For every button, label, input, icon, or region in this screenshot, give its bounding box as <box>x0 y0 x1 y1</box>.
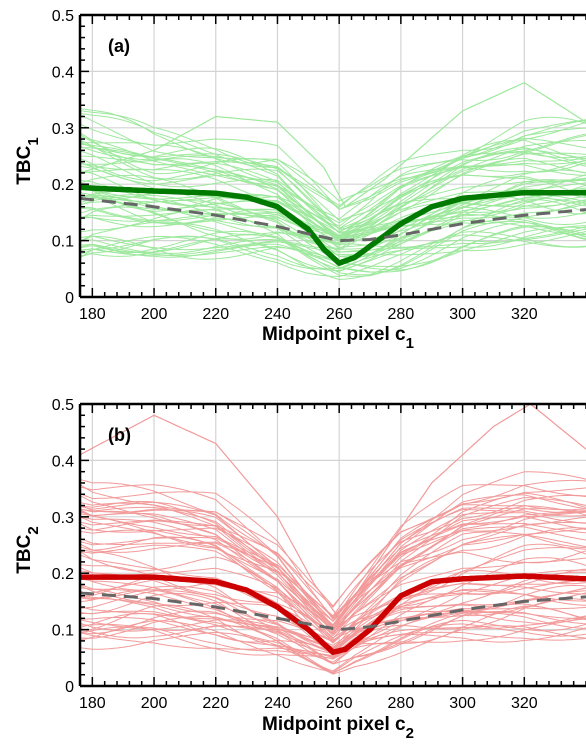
individual-curve <box>80 139 586 222</box>
y-tick-label: 0.2 <box>52 566 74 583</box>
outlier-curve <box>80 404 586 620</box>
reference-dashed-line <box>80 196 586 243</box>
x-tick-label: 300 <box>449 306 476 323</box>
individual-curve <box>80 592 586 646</box>
individual-curve <box>80 484 586 607</box>
y-tick-label: 0.3 <box>52 510 74 527</box>
individual-curve <box>80 623 586 659</box>
mean-curve <box>80 184 586 266</box>
individual-curve <box>80 495 586 617</box>
individual-curve <box>80 510 586 618</box>
individual-curve <box>80 588 586 665</box>
y-tick-label: 0.4 <box>52 64 74 81</box>
y-tick-label: 0.5 <box>52 397 74 414</box>
x-tick-label: 200 <box>141 306 168 323</box>
individual-curve <box>80 144 586 238</box>
individual-curve <box>80 502 586 626</box>
individual-curve <box>80 618 586 660</box>
individual-curve <box>80 521 586 633</box>
x-tick-label: 240 <box>264 306 291 323</box>
x-tick-label: 320 <box>511 695 538 712</box>
panel-a: 180 200 220 240 260 280 300 320 0 0.1 0.2 0.3 0.4 0.5… <box>14 8 586 352</box>
y-tick-label: 0.4 <box>52 453 74 470</box>
individual-curve <box>80 479 586 609</box>
plot-area <box>80 82 586 281</box>
x-tick-label: 220 <box>202 695 229 712</box>
x-axis-label-text: Midpoint pixel c <box>262 324 406 345</box>
individual-curve <box>80 179 586 237</box>
y-axis-label: TBC2 <box>14 526 42 573</box>
y-tick-label: 0.3 <box>52 121 74 138</box>
x-tick-label: 300 <box>449 695 476 712</box>
x-tick-label: 260 <box>326 695 353 712</box>
individual-curve <box>80 471 586 620</box>
individual-curve <box>80 196 586 244</box>
outlier-curve <box>80 82 586 208</box>
individual-curve <box>80 631 586 657</box>
y-axis-label-subscript: 1 <box>25 137 42 145</box>
y-tick-label: 0.1 <box>52 234 74 251</box>
individual-curve <box>80 508 586 632</box>
panel-label: (b) <box>108 425 131 445</box>
y-axis-label: TBC1 <box>14 137 42 184</box>
x-tick-label: 180 <box>79 695 106 712</box>
y-tick-label: 0.2 <box>52 177 74 194</box>
x-tick-label: 280 <box>388 695 415 712</box>
y-tick-label: 0 <box>65 679 74 696</box>
individual-curve <box>80 231 586 281</box>
individual-curve <box>80 501 586 627</box>
individual-curve <box>80 108 586 202</box>
x-axis-label-subscript: 1 <box>406 335 414 352</box>
individual-curve <box>80 162 586 241</box>
panel-b: 180 200 220 240 260 280 300 320 0 0.1 0.2 0.3 0.4 0.5… <box>14 397 586 742</box>
individual-curve <box>80 221 586 273</box>
individual-curve <box>80 611 586 674</box>
individual-curve <box>80 554 586 634</box>
panel-label: (a) <box>108 36 130 56</box>
y-tick-label: 0.1 <box>52 623 74 640</box>
x-tick-label: 220 <box>202 306 229 323</box>
x-axis-label-text: Midpoint pixel c <box>262 714 406 735</box>
individual-curve <box>80 194 586 251</box>
reference-dashed-line <box>80 591 586 632</box>
x-tick-label: 260 <box>326 306 353 323</box>
individual-curve <box>80 590 586 648</box>
mean-curve <box>80 573 586 655</box>
individual-curve <box>80 484 586 623</box>
individual-curve <box>80 557 586 635</box>
x-axis-label: Midpoint pixel c1 <box>262 324 414 352</box>
individual-curve <box>80 534 586 644</box>
y-tick-label: 0.5 <box>52 8 74 25</box>
individual-curve <box>80 206 586 270</box>
x-axis-label: Midpoint pixel c2 <box>262 714 414 742</box>
individual-curve <box>80 220 586 272</box>
individual-curve <box>80 110 586 209</box>
individual-curve <box>80 526 586 640</box>
individual-curve <box>80 189 586 245</box>
individual-curve <box>80 133 586 227</box>
y-tick-label: 0 <box>65 290 74 307</box>
individual-curve <box>80 625 586 675</box>
x-tick-label: 180 <box>79 306 106 323</box>
individual-curve <box>80 136 586 224</box>
individual-curve <box>80 168 586 242</box>
individual-curve <box>80 226 586 253</box>
y-axis-label-subscript: 2 <box>25 526 42 534</box>
individual-curve <box>80 146 586 229</box>
x-axis-label-subscript: 2 <box>406 725 414 742</box>
x-tick-label: 280 <box>388 306 415 323</box>
y-axis-label-text: TBC <box>14 145 35 184</box>
individual-curve <box>80 615 586 658</box>
y-axis-label-text: TBC <box>14 534 35 573</box>
individual-curve <box>80 150 586 241</box>
x-tick-label: 240 <box>264 695 291 712</box>
x-tick-label: 200 <box>141 695 168 712</box>
individual-curve <box>80 230 586 256</box>
x-tick-label: 320 <box>511 306 538 323</box>
individual-curve <box>80 234 586 278</box>
plot-area <box>80 404 586 675</box>
